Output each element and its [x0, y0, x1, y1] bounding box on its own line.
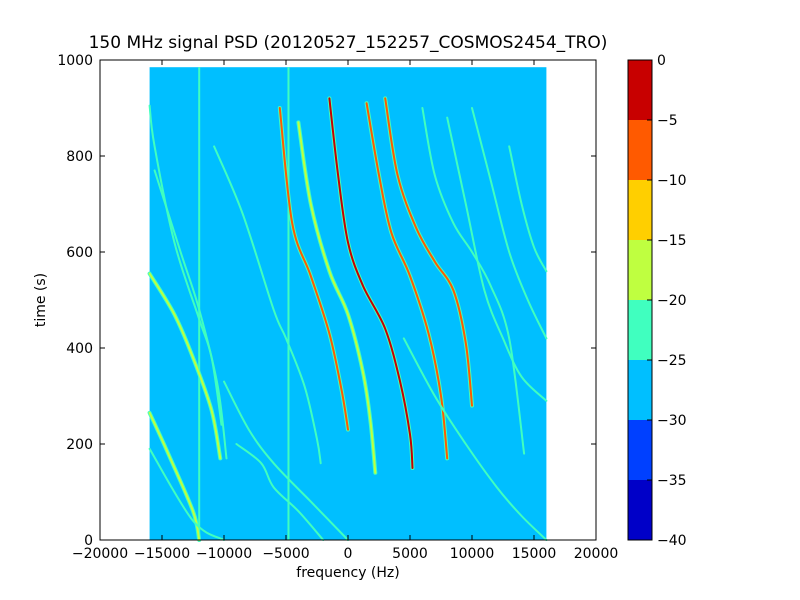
colorbar-segment	[628, 480, 652, 540]
doppler-trace	[153, 169, 228, 460]
y-axis-label: time (s)	[33, 273, 49, 327]
colorbar-segment	[628, 420, 652, 480]
colorbar-segment	[628, 300, 652, 360]
colorbar-segment	[628, 180, 652, 240]
heatmap	[147, 67, 548, 542]
doppler-trace	[402, 337, 548, 541]
colorbar-tick-label: −35	[657, 473, 687, 489]
colorbar-segment	[628, 120, 652, 180]
doppler-trace	[471, 107, 548, 340]
doppler-trace	[235, 443, 325, 541]
x-tick-label: −10000	[196, 546, 252, 562]
doppler-trace	[148, 411, 201, 541]
x-tick-label: 15000	[512, 546, 557, 562]
x-axis: −20000 −15000 −10000 −5000 0 5000 10000 15000 20…	[72, 60, 618, 562]
colorbar-tick-label: 0	[657, 53, 666, 69]
y-tick-label: 800	[66, 149, 93, 165]
y-tick-label: 200	[66, 437, 93, 453]
y-axis: 0 200 400 600 800 1000	[57, 53, 596, 549]
colorbar-segment	[628, 60, 652, 120]
x-tick-label: −15000	[134, 546, 190, 562]
y-tick-label: 600	[66, 245, 93, 261]
y-tick-label: 400	[66, 341, 93, 357]
x-tick-label: −20000	[72, 546, 128, 562]
x-tick-label: 10000	[450, 546, 495, 562]
y-tick-label: 1000	[57, 53, 93, 69]
doppler-trace	[148, 447, 225, 541]
colorbar-tick-label: −20	[657, 293, 687, 309]
doppler-trace	[223, 380, 349, 541]
y-tick-label: 0	[84, 533, 93, 549]
colorbar-tick-label: −5	[657, 113, 678, 129]
x-tick-label: 20000	[574, 546, 619, 562]
colorbar-tick-label: −30	[657, 413, 687, 429]
doppler-trace	[297, 121, 377, 474]
colorbar-tick-label: −25	[657, 353, 687, 369]
colorbar-tick-label: −40	[657, 533, 687, 549]
x-tick-label: 0	[344, 546, 353, 562]
colorbar-segment	[628, 360, 652, 420]
chart-title: 150 MHz signal PSD (20120527_152257_COSM…	[89, 33, 608, 53]
doppler-trace	[328, 97, 414, 469]
doppler-trace	[365, 102, 449, 460]
heatmap-background	[149, 67, 547, 540]
doppler-trace	[148, 272, 222, 460]
doppler-trace	[446, 116, 548, 402]
colorbar-tick-label: −15	[657, 233, 687, 249]
doppler-trace	[508, 145, 548, 273]
colorbar: 0 −5 −10 −15 −20 −25 −30 −35 −40	[627, 53, 687, 549]
doppler-trace	[384, 97, 473, 407]
doppler-trace	[213, 145, 322, 465]
doppler-trace	[278, 107, 349, 431]
colorbar-tick-label: −10	[657, 173, 687, 189]
x-axis-label: frequency (Hz)	[296, 565, 399, 581]
doppler-trace	[421, 107, 526, 455]
x-tick-label: −5000	[262, 546, 309, 562]
colorbar-segment	[628, 240, 652, 300]
x-tick-label: 5000	[392, 546, 428, 562]
